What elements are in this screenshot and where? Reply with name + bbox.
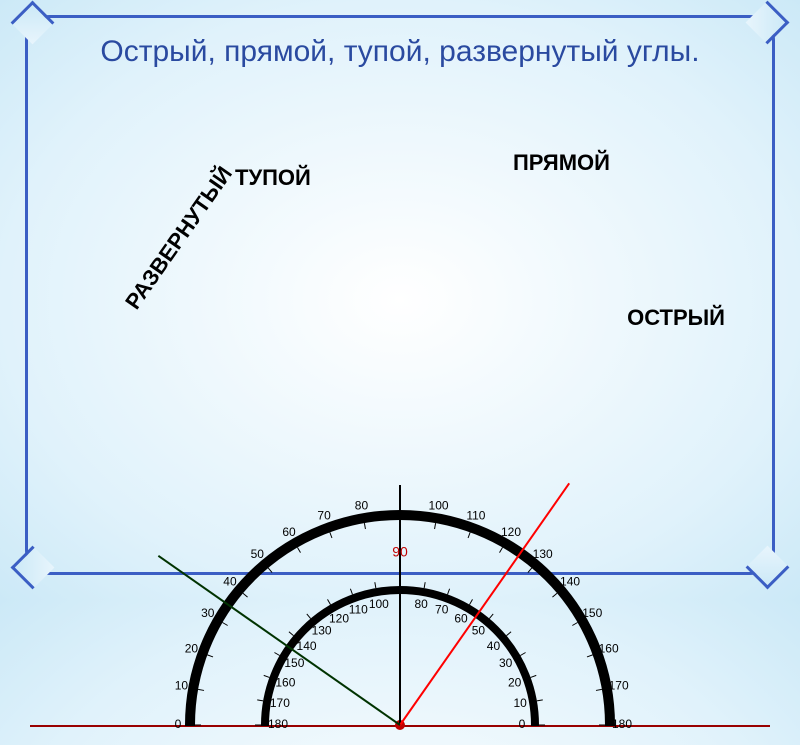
inner-tick-label: 110: [349, 603, 368, 617]
inner-tick-label: 170: [270, 696, 290, 710]
outer-tick-label: 50: [251, 547, 265, 561]
outer-tick-label: 100: [429, 499, 449, 513]
inner-tick-label: 50: [472, 624, 486, 638]
page-title: Острый, прямой, тупой, развернутый углы.: [0, 35, 800, 69]
inner-tick-label: 140: [297, 639, 317, 653]
outer-tick-label: 20: [185, 641, 199, 655]
outer-tick-label: 70: [317, 509, 331, 523]
inner-tick-label: 130: [312, 624, 332, 638]
outer-tick-label: 130: [533, 547, 553, 561]
inner-tick-label: 180: [268, 717, 288, 731]
label-right: ПРЯМОЙ: [513, 150, 610, 176]
inner-tick-label: 20: [508, 675, 522, 689]
inner-tick-label: 0: [519, 717, 526, 731]
label-obtuse: ТУПОЙ: [235, 165, 311, 191]
outer-tick-label: 150: [582, 606, 602, 620]
outer-tick-label: 60: [282, 525, 296, 539]
outer-tick-label: 30: [201, 606, 215, 620]
inner-tick-label: 40: [487, 639, 501, 653]
inner-tick-label: 100: [369, 597, 389, 611]
outer-tick-label: 180: [612, 717, 632, 731]
inner-tick-label: 120: [329, 612, 349, 626]
outer-tick-label: 0: [175, 717, 182, 731]
ninety-label: 90: [392, 544, 408, 560]
label-acute: ОСТРЫЙ: [627, 305, 725, 331]
inner-tick-label: 150: [284, 656, 304, 670]
outer-tick-label: 170: [609, 679, 629, 693]
inner-tick-label: 80: [415, 597, 429, 611]
outer-tick-label: 110: [466, 509, 485, 523]
outer-tick-label: 140: [560, 574, 580, 588]
inner-tick-label: 70: [435, 603, 449, 617]
outer-tick-label: 40: [223, 574, 237, 588]
inner-tick-label: 30: [499, 656, 513, 670]
inner-tick-label: 10: [513, 696, 527, 710]
protractor: 0102030405060708010011012013014015016017…: [20, 425, 780, 745]
outer-tick-label: 80: [355, 499, 369, 513]
outer-tick-label: 160: [599, 641, 619, 655]
inner-tick-label: 60: [454, 612, 468, 626]
outer-tick-label: 120: [501, 525, 521, 539]
outer-tick-label: 10: [175, 679, 189, 693]
inner-tick-label: 160: [275, 675, 295, 689]
